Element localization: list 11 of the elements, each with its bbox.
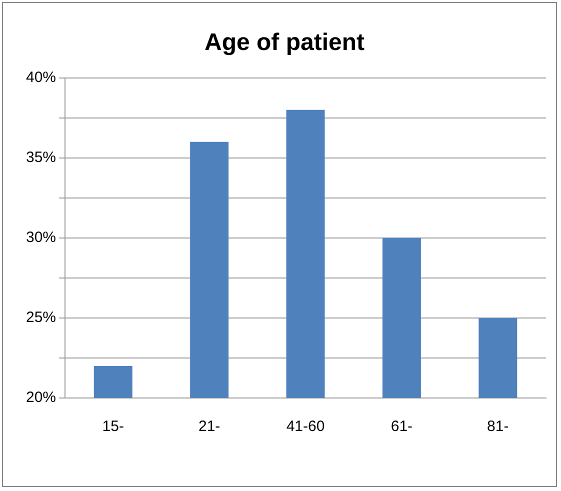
x-tick-label: 41-60 bbox=[286, 418, 325, 436]
chart-title: Age of patient bbox=[204, 29, 365, 56]
x-tick-label: 61- bbox=[390, 418, 413, 436]
y-tick-label: 40% bbox=[26, 68, 56, 86]
y-tick-label: 25% bbox=[26, 309, 56, 326]
y-tick-label: 35% bbox=[26, 148, 56, 166]
y-tick-label: 20% bbox=[26, 389, 56, 406]
x-tick-label: 21- bbox=[198, 418, 220, 436]
y-tick-label: 30% bbox=[26, 229, 56, 246]
x-tick-label: 15- bbox=[102, 418, 124, 436]
x-tick-label: 81- bbox=[487, 418, 509, 436]
